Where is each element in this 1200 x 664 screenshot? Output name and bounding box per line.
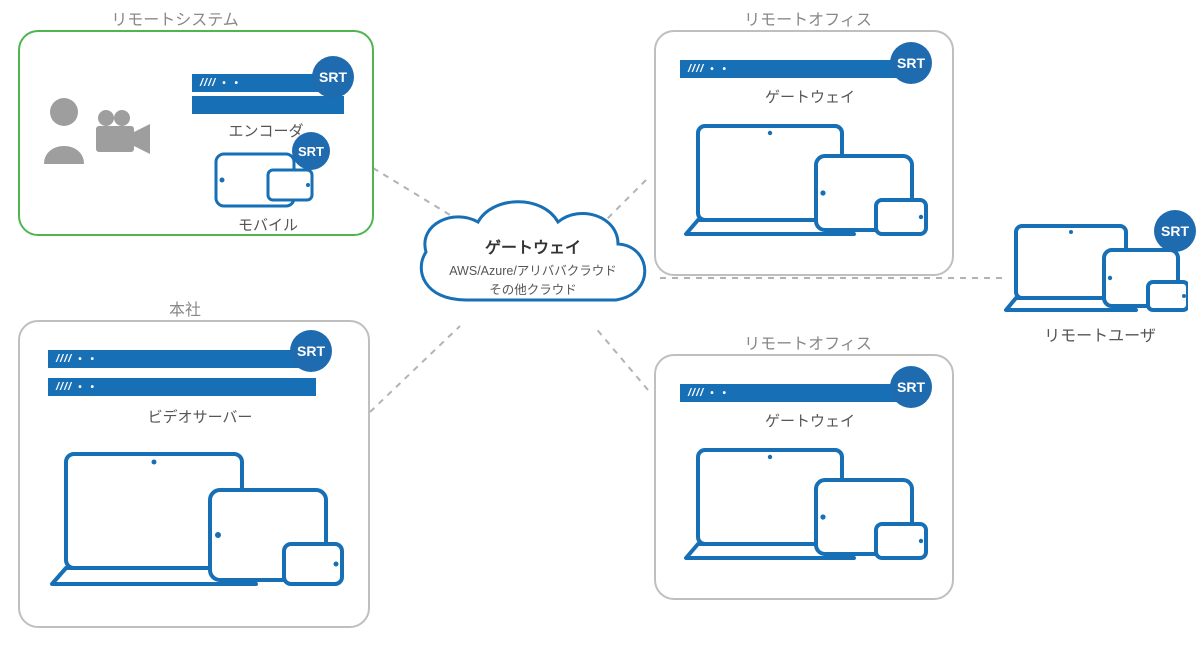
mobile-srt-badge: SRT	[292, 132, 330, 170]
rob-gateway-label: ゲートウェイ	[740, 410, 880, 431]
cloud-line2: その他クラウド	[404, 279, 662, 298]
rot-bar: ////• •	[680, 60, 912, 78]
remote-user-srt-badge: SRT	[1154, 210, 1196, 252]
hq-devices-icon	[46, 440, 346, 610]
rob-srt-badge: SRT	[890, 366, 932, 408]
rot-gateway-label: ゲートウェイ	[740, 86, 880, 107]
cloud-node: ゲートウェイ AWS/Azure/アリババクラウド その他クラウド	[404, 192, 662, 324]
remote-office-top-title: リモートオフィス	[718, 6, 898, 30]
hq-bar-1: ////• •	[48, 350, 316, 368]
rob-devices-icon	[682, 438, 932, 588]
mobile-label: モバイル	[218, 214, 318, 235]
hq-srt-badge: SRT	[290, 330, 332, 372]
remote-office-bottom-title: リモートオフィス	[718, 330, 898, 354]
remote-system-box: ////• • SRT エンコーダ SRT モバイル	[18, 30, 374, 236]
conn-hq	[370, 326, 460, 412]
rot-devices-icon	[682, 114, 932, 264]
remote-office-bottom-box: ////• • SRT ゲートウェイ	[654, 354, 954, 600]
encoder-srt-badge: SRT	[312, 56, 354, 98]
cloud-line1: AWS/Azure/アリババクラウド	[404, 260, 662, 279]
conn-remote-office-bottom	[594, 326, 648, 390]
hq-bar-2: ////• •	[48, 378, 316, 396]
rob-bar: ////• •	[680, 384, 912, 402]
diagram-canvas: ゲートウェイ AWS/Azure/アリババクラウド その他クラウド リモートシス…	[0, 0, 1200, 664]
hq-box: ////• • ////• • SRT ビデオサーバー	[18, 320, 370, 628]
remote-user-title: リモートユーザ	[1020, 322, 1180, 346]
remote-user-node: SRT リモートユーザ	[1002, 216, 1198, 386]
encoder-bar-2	[192, 96, 344, 114]
cloud-title: ゲートウェイ	[404, 234, 662, 258]
remote-office-top-box: ////• • SRT ゲートウェイ	[654, 30, 954, 276]
hq-server-label: ビデオサーバー	[110, 406, 290, 427]
hq-title: 本社	[120, 296, 250, 320]
remote-system-title: リモートシステム	[90, 6, 260, 30]
rot-srt-badge: SRT	[890, 42, 932, 84]
camera-operator-icon	[34, 88, 154, 178]
